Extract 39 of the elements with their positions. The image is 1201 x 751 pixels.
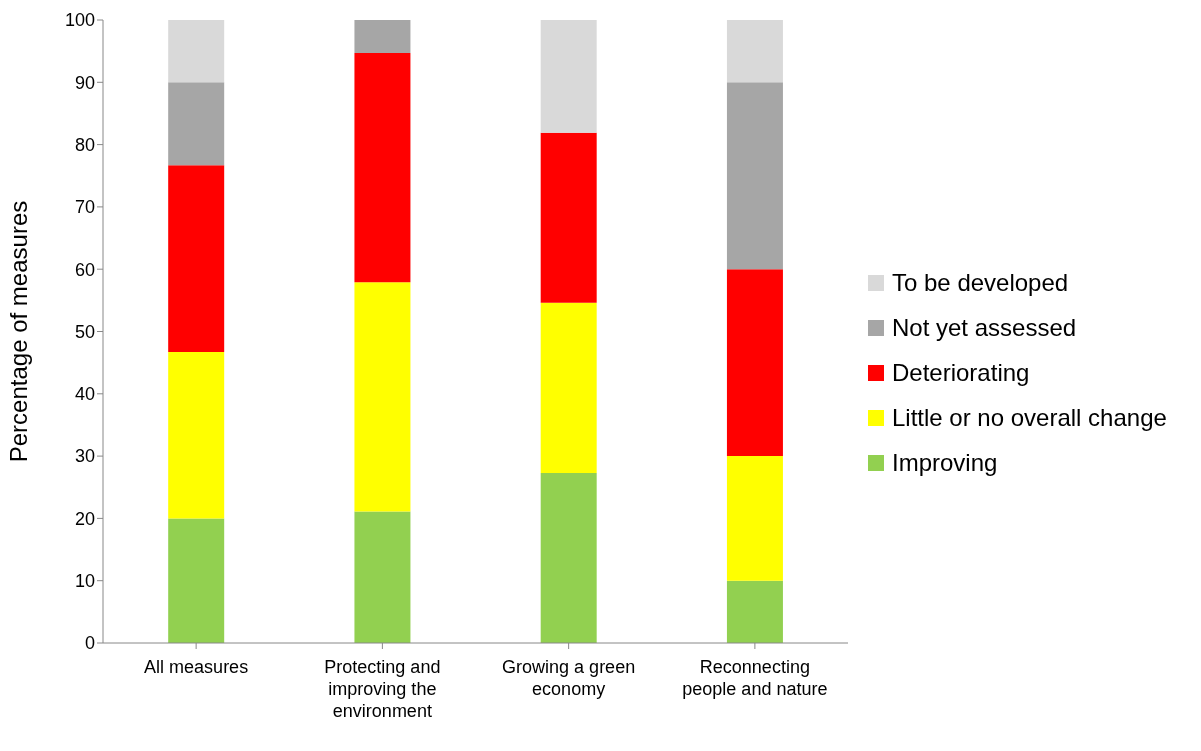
y-tick-label: 90 — [74, 72, 95, 93]
bar — [354, 282, 411, 512]
x-tick-label: Growing a green economy — [502, 657, 636, 699]
bar — [540, 132, 597, 303]
legend-label: Deteriorating — [892, 359, 1030, 387]
x-tick-label: Protecting and improving the environment — [324, 657, 441, 721]
y-tick-label: 40 — [74, 384, 95, 405]
x-tick-label: Reconnecting people and nature — [682, 657, 828, 699]
bar — [726, 580, 783, 643]
bar — [354, 511, 411, 643]
y-tick-label: 50 — [74, 321, 95, 342]
y-tick-label: 60 — [74, 259, 95, 280]
x-tick-label: All measures — [144, 657, 249, 677]
bar — [540, 302, 597, 473]
y-tick-label: 80 — [74, 134, 95, 155]
bar — [354, 53, 411, 283]
bar — [168, 20, 225, 83]
y-tick-label: 70 — [74, 197, 95, 218]
y-tick-label: 20 — [74, 508, 95, 529]
y-tick-label: 30 — [74, 446, 95, 467]
bar — [726, 269, 783, 457]
legend-label: Improving — [892, 449, 998, 477]
y-tick-label: 10 — [74, 571, 95, 592]
bar — [540, 20, 597, 133]
y-tick-label: 100 — [64, 10, 95, 31]
bar — [168, 518, 225, 643]
bar — [168, 82, 225, 166]
legend-label: Not yet assessed — [892, 314, 1077, 342]
bar — [726, 82, 783, 270]
bar — [726, 20, 783, 83]
bar — [168, 352, 225, 519]
bar — [354, 20, 411, 54]
bar — [540, 472, 597, 643]
legend-label: Little or no overall change — [892, 404, 1167, 432]
y-tick-label: 0 — [84, 633, 95, 654]
legend-label: To be developed — [892, 269, 1069, 297]
bar — [726, 456, 783, 581]
bar — [168, 165, 225, 353]
y-axis-title: Percentage of measures — [4, 200, 32, 463]
